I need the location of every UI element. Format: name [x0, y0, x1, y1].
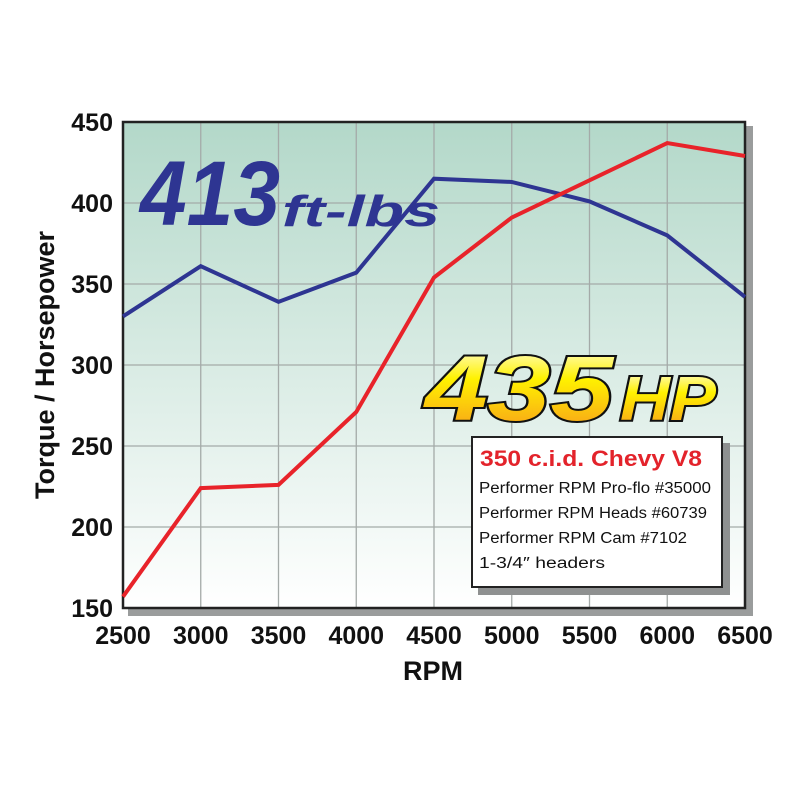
y-tick-label: 250: [71, 433, 113, 461]
legend-background: [471, 436, 723, 588]
x-tick-label: 5000: [484, 622, 540, 650]
x-axis-label: RPM: [403, 656, 463, 686]
y-tick-label: 200: [71, 514, 113, 542]
y-tick-label: 450: [71, 109, 113, 137]
x-tick-label: 6500: [717, 622, 773, 650]
hp-peak-unit: HP: [620, 365, 717, 434]
legend-item: Performer RPM Cam #7102: [479, 530, 687, 547]
series-lines: [121, 140, 747, 598]
legend-item: 1-3/4″ headers: [479, 555, 605, 572]
axis-ticks: 2500 3000 3500 4000 4500 5000 5500 6000 6500 150 2…: [71, 109, 773, 650]
y-tick-label: 400: [71, 190, 113, 218]
x-tick-label: 6000: [639, 622, 695, 650]
plot-frame: [121, 120, 747, 610]
torque-peak-unit: ft-lbs: [282, 187, 440, 236]
y-tick-label: 300: [71, 352, 113, 380]
legend-box: 350 c.i.d. Chevy V8 Performer RPM Pro-fl…: [471, 436, 730, 595]
hp-peak-value: 435: [423, 338, 616, 440]
x-tick-label: 4500: [406, 622, 462, 650]
y-axis-label: Torque / Horsepower: [30, 230, 60, 499]
x-tick-label: 4000: [328, 622, 384, 650]
legend-item: Performer RPM Pro-flo #35000: [479, 480, 711, 497]
x-tick-label: 3000: [173, 622, 229, 650]
y-tick-label: 350: [71, 271, 113, 299]
x-tick-label: 3500: [251, 622, 307, 650]
y-tick-label: 150: [71, 595, 113, 623]
x-tick-label: 2500: [95, 622, 151, 650]
torque-peak-value: 413: [138, 143, 280, 245]
legend-item: Performer RPM Heads #60739: [479, 505, 707, 522]
legend-title: 350 c.i.d. Chevy V8: [480, 446, 702, 471]
x-tick-label: 5500: [562, 622, 618, 650]
